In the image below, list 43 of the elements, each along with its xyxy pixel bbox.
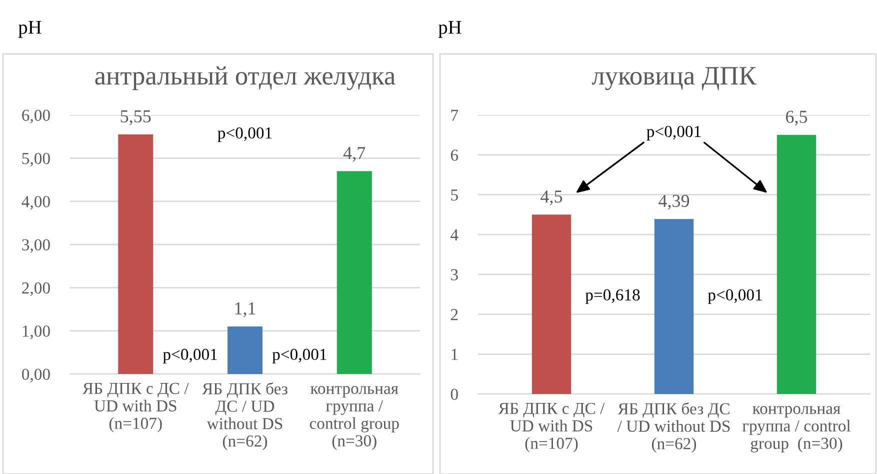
bar: [776, 134, 816, 394]
annotation: p<0,001: [646, 126, 701, 140]
bar: [336, 171, 372, 374]
data-label: 4,7: [343, 147, 366, 162]
x-tick-label: ЯБ ДПК с ДС / UD with DS (n=107): [82, 382, 189, 432]
y-tick-label: 2: [450, 309, 458, 320]
data-label: 1,1: [235, 302, 256, 318]
y-tick-label: 5,00: [22, 152, 50, 167]
bar: [228, 326, 262, 374]
y-tick-label: 4,00: [22, 196, 50, 210]
y-tick-label: 0: [450, 388, 458, 400]
data-label: 4,5: [540, 190, 562, 206]
data-label: 4,39: [658, 194, 690, 210]
x-tick-label: контрольная группа / control group (n=30): [742, 406, 851, 452]
y-tick-label: 7: [451, 110, 458, 121]
bar: [118, 134, 154, 374]
y-tick-label: 0,00: [22, 368, 50, 382]
y-tick-label: 3: [451, 269, 458, 280]
annotation: p<0,001: [218, 127, 272, 142]
x-tick-label: ЯБ ДПК без ДС / UD without DS (n=62): [617, 402, 730, 453]
y-tick-label: 2,00: [22, 282, 50, 296]
annotation: p<0,001: [272, 348, 326, 364]
x-tick-label: ЯБ ДПК без ДС / UD without DS (n=62): [202, 382, 288, 450]
annotation: p<0,001: [162, 348, 217, 364]
data-label: 6,5: [786, 110, 808, 126]
y-tick-label: 3,00: [22, 239, 50, 253]
chart-title: луковица ДПК: [592, 67, 756, 90]
x-tick-label: контрольная группа / control group (n=30): [310, 386, 399, 450]
y-tick-label: 1: [452, 348, 458, 360]
x-tick-label: ЯБ ДПК с ДС / UD with DS (n=107): [498, 402, 605, 452]
bar: [654, 219, 694, 394]
y-tick-label: 4: [450, 229, 458, 240]
y-tick-label: 5: [451, 190, 458, 201]
y-tick-label: 6,00: [22, 110, 50, 124]
annotation: p<0,001: [708, 289, 762, 304]
data-label: 5,55: [120, 110, 151, 126]
annotation: p=0,618: [585, 289, 640, 304]
y-axis-title: pH: [18, 20, 42, 38]
y-axis-title: pH: [438, 20, 462, 38]
y-tick-label: 6: [450, 150, 458, 161]
y-tick-label: 1,00: [22, 326, 50, 340]
chart-title: антральный отдел желудка: [95, 66, 396, 90]
bar: [532, 214, 572, 394]
